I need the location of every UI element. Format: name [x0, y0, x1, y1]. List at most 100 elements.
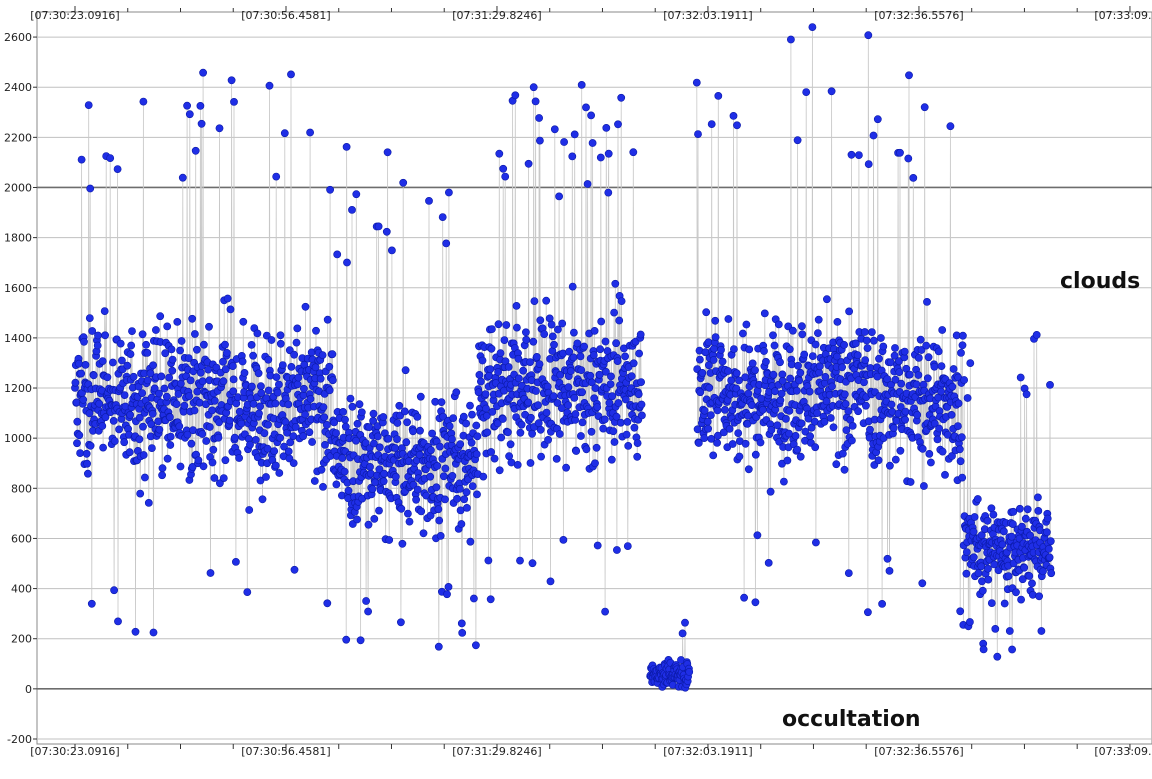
data-point [892, 416, 901, 425]
data-point [526, 358, 534, 366]
data-point [704, 424, 712, 433]
data-point [77, 369, 86, 378]
data-point [147, 444, 156, 452]
data-point [271, 399, 280, 408]
data-point [841, 399, 850, 408]
data-point [391, 472, 400, 481]
data-point [854, 407, 862, 416]
data-point [249, 351, 257, 360]
data-point [370, 515, 379, 523]
data-point [780, 477, 788, 486]
data-point [734, 429, 743, 437]
data-point [949, 365, 958, 373]
data-point [813, 409, 821, 417]
data-point [862, 401, 870, 410]
data-point [293, 380, 302, 389]
data-point [845, 307, 853, 316]
data-point [494, 320, 503, 329]
data-point [412, 495, 420, 504]
data-point [963, 394, 972, 402]
data-point [457, 619, 466, 628]
data-point [462, 488, 471, 497]
data-point [409, 427, 417, 436]
data-point [739, 329, 747, 338]
data-point [548, 332, 557, 341]
x-tick-label-top: [07:30:56.4581] [241, 9, 330, 22]
data-point [457, 520, 466, 528]
data-point [380, 469, 388, 478]
data-point [1046, 537, 1055, 546]
data-point [251, 435, 260, 444]
data-point [889, 424, 898, 432]
data-point [700, 434, 709, 442]
data-point [923, 374, 932, 383]
data-point [840, 390, 849, 399]
data-point [219, 474, 228, 482]
data-point [756, 438, 765, 447]
data-point [210, 396, 219, 405]
data-point [190, 330, 199, 338]
data-point [264, 355, 273, 364]
data-point [460, 495, 469, 504]
data-point [638, 411, 646, 420]
data-point [183, 430, 192, 439]
data-point [362, 597, 370, 605]
data-point [272, 172, 281, 181]
data-point [956, 457, 965, 466]
data-point [229, 387, 238, 396]
data-point [433, 461, 442, 470]
data-point [352, 190, 361, 199]
data-point [306, 128, 314, 137]
data-point [144, 498, 153, 507]
data-point [305, 428, 314, 437]
data-point [873, 115, 882, 124]
data-point [934, 347, 943, 356]
data-point [87, 599, 96, 608]
data-point [896, 403, 905, 411]
data-point [542, 408, 551, 417]
data-point [247, 382, 256, 391]
data-point [382, 227, 391, 236]
data-point [873, 372, 882, 381]
y-tick-label: 1600 [4, 282, 32, 295]
data-point [348, 205, 356, 214]
data-point [280, 442, 288, 451]
data-point [719, 428, 728, 437]
data-point [711, 316, 720, 325]
data-point [398, 539, 407, 548]
data-point [622, 430, 631, 439]
data-point [448, 471, 457, 480]
data-point [955, 445, 964, 454]
data-point [237, 419, 246, 428]
data-point [86, 184, 95, 193]
data-point [202, 437, 211, 445]
data-point [842, 426, 851, 434]
y-tick-label: -200 [7, 733, 32, 746]
data-point [815, 362, 824, 371]
data-point [223, 294, 232, 303]
data-point [586, 371, 595, 380]
data-point [874, 456, 883, 465]
data-point [434, 642, 443, 651]
data-point [550, 340, 558, 349]
data-point [185, 392, 193, 400]
data-point [896, 148, 904, 157]
data-point [325, 386, 334, 395]
data-point [257, 389, 266, 397]
data-point [1016, 504, 1024, 513]
data-point [187, 439, 196, 448]
data-point [570, 328, 578, 337]
data-point [612, 412, 621, 421]
data-point [678, 629, 687, 638]
data-point [402, 438, 411, 447]
data-point [191, 146, 200, 155]
data-point [602, 367, 610, 376]
data-point [490, 454, 499, 463]
data-point [158, 464, 167, 473]
y-tick-label: 400 [11, 583, 32, 596]
data-point [245, 506, 254, 514]
data-point [157, 372, 166, 381]
data-point [957, 433, 966, 442]
data-point [564, 383, 573, 392]
data-point [208, 406, 216, 415]
